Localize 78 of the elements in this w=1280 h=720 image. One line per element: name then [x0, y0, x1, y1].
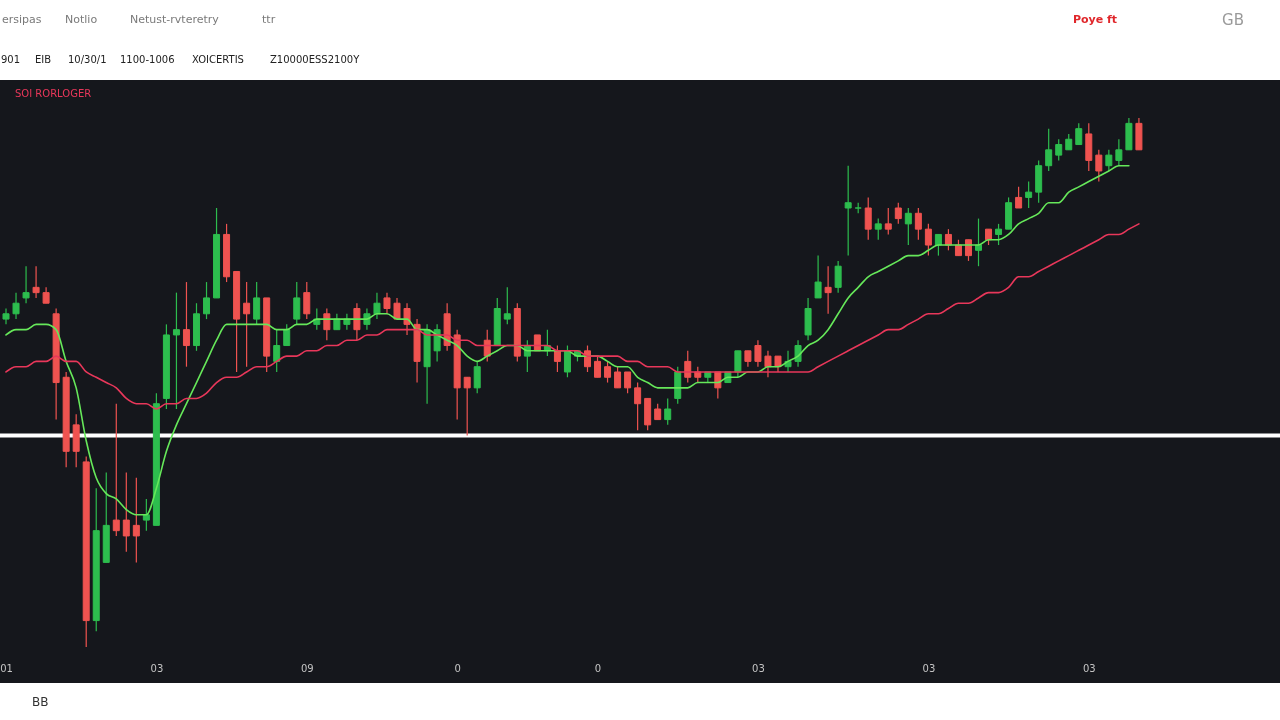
candlestick	[563, 344, 571, 378]
candlestick	[1015, 186, 1023, 209]
candlestick	[503, 286, 511, 325]
candlestick	[594, 355, 602, 378]
candlestick	[203, 281, 211, 320]
candlestick	[142, 498, 150, 532]
candlestick	[1095, 149, 1103, 183]
text: GB	[1222, 11, 1244, 29]
candlestick	[22, 265, 30, 304]
candlestick	[1105, 149, 1113, 172]
candlestick	[132, 477, 140, 563]
candlestick	[112, 403, 120, 537]
text: Notlio	[65, 13, 98, 26]
candlestick	[12, 292, 20, 320]
text: ersipas	[2, 13, 42, 26]
text: XOICERTIS	[192, 54, 244, 65]
candlestick	[122, 471, 130, 553]
candlestick	[373, 292, 381, 320]
text: EIB	[35, 54, 52, 65]
candlestick	[934, 233, 942, 257]
candlestick	[634, 381, 642, 431]
candlestick	[1025, 180, 1033, 209]
candlestick	[253, 281, 261, 325]
candlestick	[904, 207, 912, 246]
candlestick	[182, 281, 190, 368]
x-tick-label: 03	[752, 662, 765, 674]
text: 1100-1006	[120, 54, 175, 65]
x-tick-label: 09	[300, 662, 314, 674]
text: Z10000ESS2100Y	[270, 54, 361, 65]
text: BB	[32, 695, 49, 709]
candlestick	[894, 202, 902, 225]
candlestick	[463, 376, 471, 437]
candlestick	[1115, 138, 1123, 167]
x-tick-label: 01	[0, 662, 13, 674]
candlestick	[273, 329, 281, 373]
candlestick	[824, 265, 832, 315]
text: 901	[1, 54, 21, 65]
candlestick	[844, 165, 852, 257]
x-tick-label: 0	[454, 662, 461, 674]
candlestick	[995, 223, 1003, 246]
candlestick	[323, 307, 331, 341]
x-tick-label: 03	[1082, 662, 1096, 674]
candlestick	[924, 223, 932, 257]
candlestick	[664, 397, 672, 426]
candlestick	[764, 350, 772, 378]
candlestick	[884, 207, 892, 236]
text: ttr	[262, 13, 276, 26]
candlestick	[624, 371, 632, 394]
x-tick-label: 0	[594, 662, 602, 674]
candlestick	[864, 196, 872, 241]
text: SOI RORLOGER	[15, 88, 92, 99]
candlestick	[874, 217, 882, 241]
candlestick	[914, 207, 922, 241]
candlestick	[243, 281, 251, 368]
candlestick	[293, 281, 301, 325]
candlestick	[353, 302, 361, 341]
candlestick	[1045, 128, 1053, 172]
x-tick-label: 03	[150, 662, 164, 674]
candlestick	[172, 292, 180, 410]
x-tick-label: 03	[922, 662, 936, 674]
candlestick	[814, 255, 822, 299]
candlestick	[283, 323, 291, 347]
candlestick	[834, 260, 842, 294]
candlestick	[383, 292, 391, 315]
candlestick	[473, 360, 481, 394]
candlestick	[614, 366, 622, 389]
text: Netust-rvteretry	[130, 13, 220, 26]
text: Poye ft	[1072, 13, 1118, 26]
candlestick	[684, 350, 692, 384]
candlestick	[604, 360, 612, 384]
candlestick	[734, 350, 742, 378]
candlestick	[32, 265, 40, 299]
candlestick	[754, 339, 762, 368]
candlestick	[1075, 122, 1083, 146]
candlestick	[1055, 138, 1063, 161]
text: 10/30/1	[68, 54, 107, 65]
candlestick	[403, 302, 411, 336]
candlestick	[303, 281, 311, 320]
